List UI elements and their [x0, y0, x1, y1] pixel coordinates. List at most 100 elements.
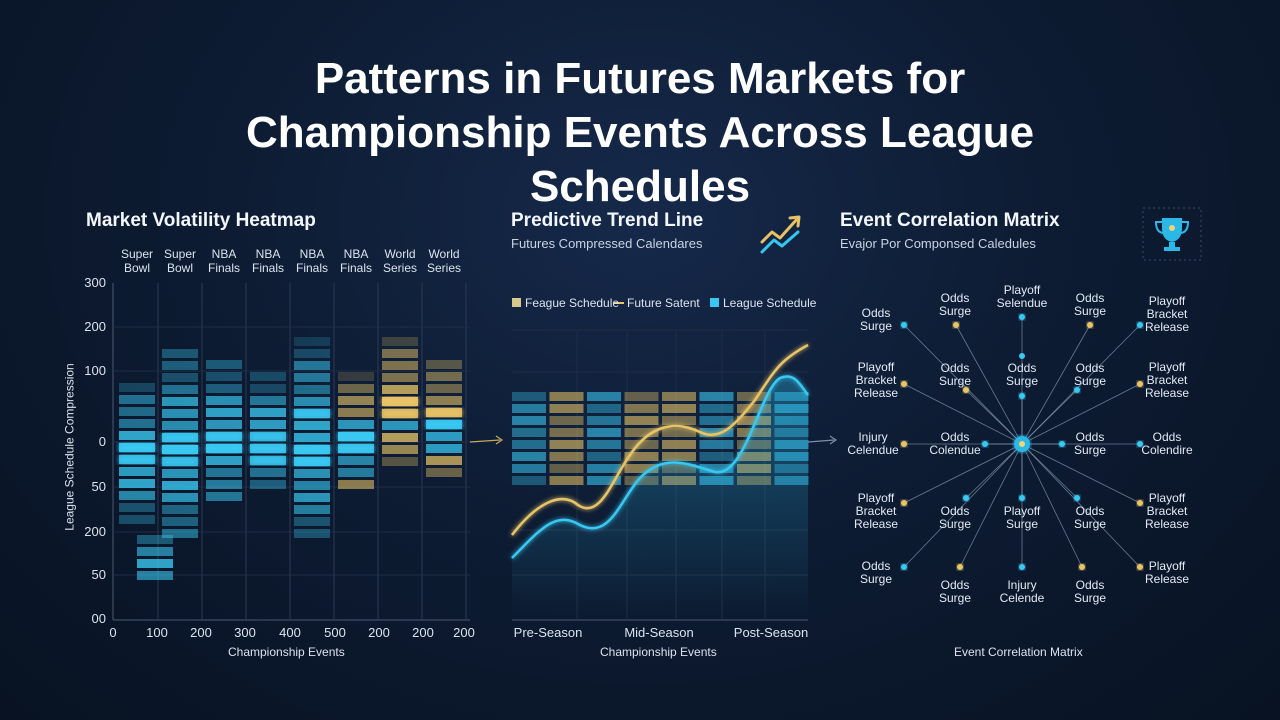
node-label: Injury Celende	[999, 578, 1045, 605]
link	[903, 324, 1023, 445]
heat-cell	[206, 360, 242, 369]
heat-cell	[382, 397, 418, 406]
heat-cell	[512, 428, 546, 437]
trend-line	[511, 375, 809, 559]
heat-cell	[662, 428, 696, 437]
panel-subtitle: Futures Compressed Calendares	[511, 236, 703, 251]
heat-cell	[338, 432, 374, 441]
trend-plot	[511, 298, 809, 621]
heat-cell	[137, 547, 173, 556]
heat-cell	[206, 372, 242, 381]
heat-cell	[426, 444, 462, 453]
node-dot	[957, 564, 963, 570]
heat-cell	[338, 420, 374, 429]
heat-cell	[250, 444, 286, 453]
heat-cell	[338, 384, 374, 393]
arrow	[469, 439, 501, 443]
node-label: Playoff Selendue	[996, 283, 1048, 310]
node-dot	[1137, 381, 1143, 387]
trend-area	[512, 376, 808, 620]
heat-cell	[549, 464, 584, 473]
heat-cell	[294, 469, 330, 478]
heat-cell	[206, 432, 242, 441]
heat-cell	[250, 408, 286, 417]
node-dot	[1019, 393, 1025, 399]
heat-cell	[206, 492, 242, 501]
x-axis-label: Championship Events	[228, 645, 345, 659]
column-label: Super Bowl	[163, 247, 197, 275]
link	[903, 443, 1023, 568]
heat-cell	[512, 464, 546, 473]
panel-title: Market Volatility Heatmap	[86, 210, 316, 231]
node-label: Playoff Bracket Release	[853, 490, 899, 531]
trend-line	[511, 343, 809, 536]
heat-cell	[699, 464, 734, 473]
heat-cell	[162, 469, 198, 478]
heat-cell	[137, 559, 173, 568]
arrow-head	[829, 435, 838, 445]
panel-subtitle: Evajor Por Componsed Caledules	[840, 236, 1036, 251]
column-label: Super Bowl	[120, 247, 154, 275]
panel-title: Predictive Trend Line	[511, 210, 704, 231]
heat-cell	[162, 493, 198, 502]
y-tick-label: 50	[91, 567, 106, 582]
heat-cell	[162, 361, 198, 370]
page-title: Patterns in Futures Markets for Champion…	[245, 54, 1035, 211]
heat-cell	[294, 409, 330, 418]
heat-cell	[426, 468, 462, 477]
heat-cell	[737, 416, 771, 425]
node-label: Odds Surge	[1073, 578, 1107, 605]
heat-cell	[162, 397, 198, 406]
column-label: World Series	[382, 247, 417, 275]
heat-cell	[587, 464, 621, 473]
y-tick-label: 200	[84, 524, 106, 539]
heat-cell	[162, 505, 198, 514]
heat-cell	[162, 529, 198, 538]
node-label: Playoff Surge	[1003, 504, 1041, 531]
x-tick-label: 200	[453, 625, 475, 640]
link	[965, 443, 1023, 499]
x-tick-label: 0	[109, 625, 117, 640]
link	[1021, 389, 1078, 445]
heat-cell	[512, 476, 546, 485]
heat-cell	[587, 476, 621, 485]
heat-cell	[699, 416, 734, 425]
heat-cell	[206, 420, 242, 429]
heat-cell	[624, 440, 659, 449]
node-dot	[1074, 387, 1080, 393]
heat-cell	[206, 408, 242, 417]
panel-title: Event Correlation Matrix	[840, 210, 1060, 231]
node-label: Odds Surge	[1073, 504, 1107, 531]
y-tick-label: 50	[91, 479, 106, 494]
link	[1021, 324, 1091, 445]
heat-cell	[294, 481, 330, 490]
heat-cell	[587, 452, 621, 461]
heat-cell	[338, 468, 374, 477]
node-dot	[901, 500, 907, 506]
heat-cell	[338, 444, 374, 453]
node-dot	[1137, 322, 1143, 328]
heat-cell	[162, 481, 198, 490]
node-dot	[1137, 500, 1143, 506]
legend-entry: League Schedule	[723, 296, 817, 310]
node-dot	[901, 441, 907, 447]
node-dot	[1019, 495, 1025, 501]
matrix-plot	[901, 314, 1143, 570]
heat-cell	[549, 440, 584, 449]
node-label: Playoff Bracket Release	[1144, 490, 1190, 531]
heat-cell	[206, 480, 242, 489]
node-dot	[1087, 322, 1093, 328]
node-dot	[953, 322, 959, 328]
node-label: Odds Surge	[859, 306, 893, 333]
node-label: Odds Surge	[938, 291, 972, 318]
heat-cell	[587, 392, 621, 401]
heat-cell	[426, 408, 462, 417]
heat-cell	[119, 395, 155, 404]
heat-cell	[549, 392, 584, 401]
heat-cell	[382, 433, 418, 442]
heat-cell	[512, 416, 546, 425]
heat-cell	[119, 503, 155, 512]
heat-cell	[699, 440, 734, 449]
heat-cell	[737, 404, 771, 413]
